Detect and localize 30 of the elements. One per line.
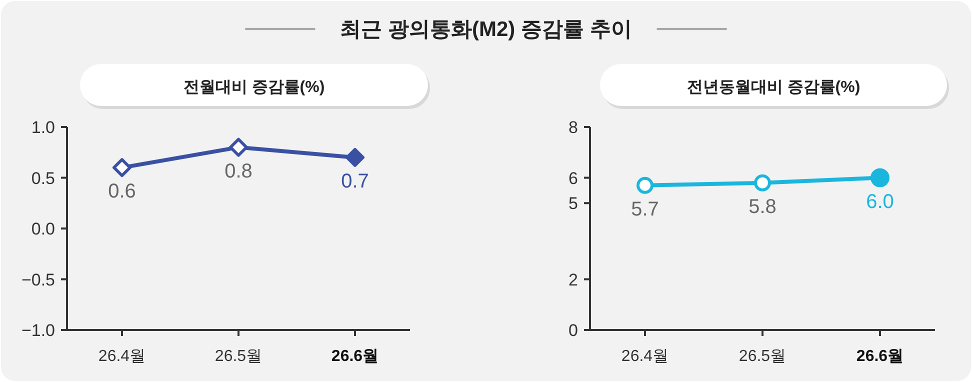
- x-tick-label: 26.6월: [331, 348, 379, 365]
- data-label: 0.6: [108, 180, 136, 203]
- y-tick-label: 0: [568, 321, 578, 340]
- chart-subtitle: 전년동월대비 증감률(%): [686, 79, 860, 96]
- chart-subtitle: 전월대비 증감률(%): [183, 79, 325, 96]
- point: [346, 148, 364, 167]
- x-tick-label: 26.5월: [214, 348, 262, 365]
- y-tick-label: −0.5: [21, 270, 55, 290]
- point: [636, 176, 654, 194]
- y-tick-label: 0.0: [31, 220, 55, 238]
- x-tick-label: 26.6월: [856, 348, 904, 365]
- y-tick-label: 2: [568, 270, 578, 290]
- x-tick-label: 26.5월: [738, 348, 786, 365]
- data-label: 0.8: [224, 160, 252, 182]
- y-tick-label: 6: [568, 168, 578, 188]
- data-label: 5.8: [748, 196, 776, 218]
- x-tick-label: 26.4월: [98, 348, 146, 365]
- y-tick-label: 8: [568, 118, 578, 137]
- data-label: 0.7: [341, 170, 369, 192]
- y-tick-label: −1.0: [21, 321, 55, 340]
- y-tick-label: 0.5: [31, 168, 55, 188]
- y-tick-label: 5: [568, 194, 578, 214]
- text: 최근 광의통화(M2) 증감률 추이: [340, 18, 632, 41]
- x-tick-label: 26.4월: [621, 348, 669, 365]
- point: [754, 174, 771, 192]
- data-label: 6.0: [866, 190, 894, 213]
- y-tick-label: 1.0: [31, 118, 55, 137]
- data-label: 5.7: [631, 198, 659, 220]
- point: [112, 158, 132, 178]
- point: [229, 138, 248, 157]
